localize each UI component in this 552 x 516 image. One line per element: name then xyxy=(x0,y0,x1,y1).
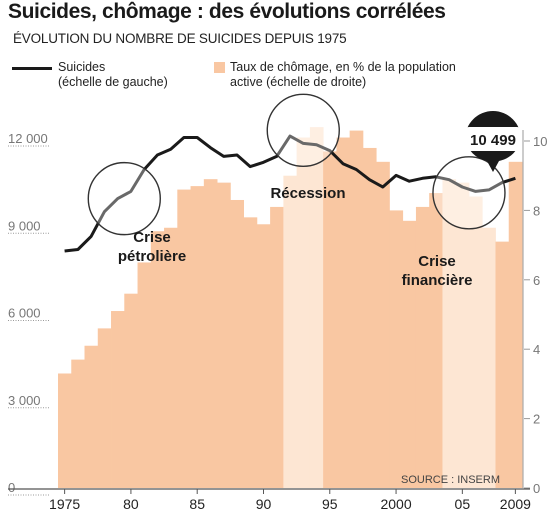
annotation-label-crise-financiere: Crise financière xyxy=(402,253,473,289)
annotation-circle-2 xyxy=(266,93,340,167)
x-tick-label-2000: 2000 xyxy=(380,496,411,512)
x-tick-label-1990: 90 xyxy=(256,496,272,512)
bar-chomage-2005 xyxy=(455,182,470,488)
left-tick-label-0: 0 xyxy=(8,480,15,495)
bar-chomage-1982 xyxy=(150,231,165,488)
bar-chomage-2003 xyxy=(429,193,443,489)
bar-chomage-1987 xyxy=(217,182,231,488)
bar-chomage-2002 xyxy=(415,206,430,488)
right-tick-label-10: 10 xyxy=(533,134,547,149)
x-tick-label-2005: 05 xyxy=(455,496,471,512)
bar-chomage-1992 xyxy=(283,175,298,488)
bar-chomage-2009 xyxy=(508,161,523,488)
right-tick-label-4: 4 xyxy=(533,342,540,357)
bar-chomage-1981 xyxy=(137,262,152,488)
bar-chomage-2006 xyxy=(468,196,483,488)
bar-chomage-1986 xyxy=(203,179,218,489)
annotation-label-recession: Récession xyxy=(270,185,345,202)
x-tick-label-1975: 1975 xyxy=(49,496,80,512)
bar-chomage-2008 xyxy=(495,241,510,488)
right-tick-label-0: 0 xyxy=(533,481,540,496)
callout-value-2009: 10 499 xyxy=(470,132,516,149)
left-tick-label-12000: 12 000 xyxy=(8,131,48,146)
bar-chomage-2007 xyxy=(482,227,496,488)
bar-chomage-1978 xyxy=(97,328,112,488)
callout-box xyxy=(464,127,522,151)
annotation-circle-1 xyxy=(87,161,161,236)
bar-chomage-1990 xyxy=(256,224,271,488)
annotation-label-crise-petroliere: Crise pétrolière xyxy=(118,229,186,265)
bar-chomage-2004 xyxy=(442,179,457,489)
source-label: SOURCE : INSERM xyxy=(401,474,500,486)
left-tick-label-3000: 3 000 xyxy=(8,393,41,408)
bar-chomage-1995 xyxy=(323,151,337,488)
annotation-circle-3 xyxy=(432,156,506,230)
bar-chomage-1975 xyxy=(58,373,72,488)
bar-chomage-1989 xyxy=(243,217,258,488)
right-tick-label-8: 8 xyxy=(533,203,540,218)
bar-chomage-2001 xyxy=(402,220,417,488)
bar-chomage-1991 xyxy=(270,206,284,488)
chart-subtitle: ÉVOLUTION DU NOMBRE DE SUICIDES DEPUIS 1… xyxy=(13,31,347,46)
x-tick-label-1985: 85 xyxy=(189,496,205,512)
bar-chomage-2000 xyxy=(389,210,404,488)
bar-chomage-1998 xyxy=(362,147,377,488)
x-tick-label-1995: 95 xyxy=(322,496,338,512)
x-tick-label-1980: 80 xyxy=(123,496,139,512)
bar-chomage-1979 xyxy=(111,311,125,488)
bar-chomage-1993 xyxy=(296,137,311,488)
legend-line-swatch xyxy=(12,67,52,70)
left-tick-label-6000: 6 000 xyxy=(8,306,41,321)
bar-chomage-1994 xyxy=(309,127,324,489)
right-tick-label-2: 2 xyxy=(533,412,540,427)
bar-chomage-1976 xyxy=(71,359,85,488)
legend-bar-swatch xyxy=(214,62,225,73)
bar-chomage-1984 xyxy=(177,189,191,488)
bar-chomage-1988 xyxy=(230,199,244,489)
bar-chomage-1980 xyxy=(124,293,138,488)
legend-suicides-label: Suicides (échelle de gauche) xyxy=(58,60,168,89)
bar-chomage-1983 xyxy=(164,227,178,488)
bar-chomage-1985 xyxy=(190,186,205,489)
bar-chomage-1997 xyxy=(349,130,364,488)
left-tick-label-9000: 9 000 xyxy=(8,218,41,233)
right-tick-label-6: 6 xyxy=(533,273,540,288)
legend-chomage-label: Taux de chômage, en % de la population a… xyxy=(230,60,456,89)
x-tick-label-2009: 2009 xyxy=(500,496,531,512)
bar-chomage-1977 xyxy=(84,345,99,488)
bar-chomage-1996 xyxy=(336,137,351,488)
chart-title: Suicides, chômage : des évolutions corré… xyxy=(8,0,446,23)
bar-chomage-1999 xyxy=(376,161,390,488)
